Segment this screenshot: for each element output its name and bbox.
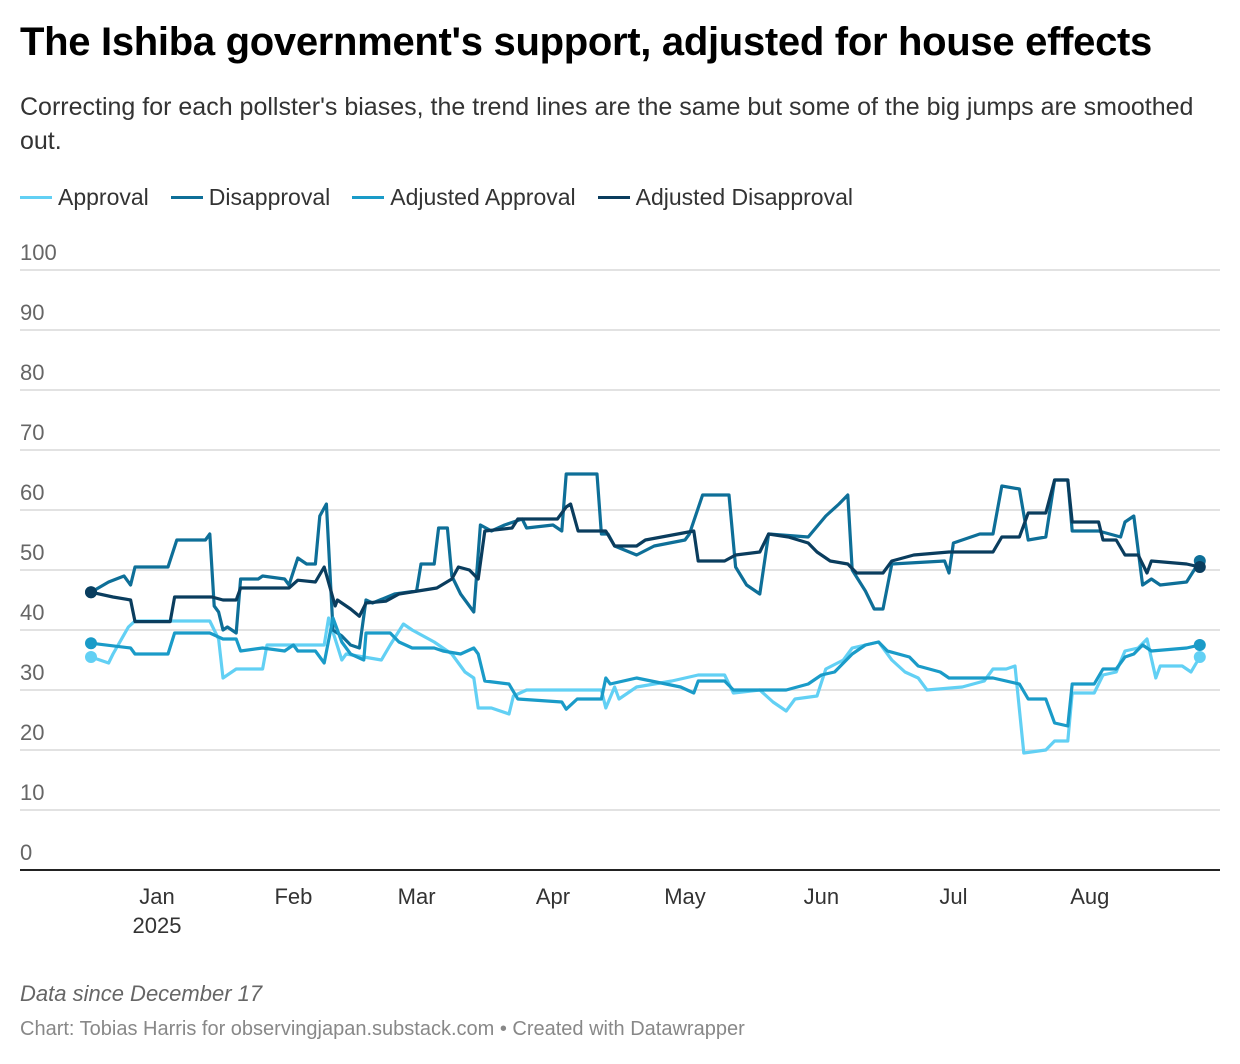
- legend-label: Approval: [58, 184, 149, 210]
- y-tick-label: 100: [20, 240, 57, 265]
- legend-item-adjusted-approval: Adjusted Approval: [352, 184, 576, 211]
- y-tick-label: 20: [20, 720, 44, 745]
- legend-swatch: [20, 196, 52, 199]
- legend-item-adjusted-disapproval: Adjusted Disapproval: [597, 184, 853, 211]
- series-line-adjusted-approval: [89, 616, 1202, 728]
- data-note: Data since December 17: [20, 981, 263, 1006]
- legend-label: Disapproval: [208, 184, 331, 210]
- x-tick-label: Feb: [274, 884, 312, 909]
- y-tick-label: 90: [20, 300, 44, 325]
- series-start-dot-approval: [85, 651, 97, 663]
- x-tick-label: Jan: [139, 884, 174, 909]
- series-line-approval: [89, 616, 1202, 755]
- x-tick-label: Mar: [398, 884, 436, 909]
- series-start-dot-adjusted-disapproval: [85, 586, 97, 599]
- series-line-adjusted-disapproval: [89, 478, 1202, 624]
- y-tick-label: 0: [20, 840, 32, 865]
- y-tick-label: 50: [20, 540, 44, 565]
- y-tick-label: 70: [20, 420, 44, 445]
- y-tick-label: 10: [20, 780, 44, 805]
- x-tick-label: Jul: [939, 884, 967, 909]
- x-tick-label: May: [664, 884, 706, 909]
- series-end-dot-adjusted-disapproval: [1193, 561, 1206, 573]
- legend-swatch: [170, 196, 203, 199]
- x-tick-label: Apr: [536, 884, 570, 909]
- series-end-dot-adjusted-approval: [1193, 639, 1206, 651]
- legend-label: Adjusted Disapproval: [635, 184, 853, 210]
- legend-item-disapproval: Disapproval: [170, 184, 331, 211]
- legend-swatch: [597, 196, 630, 199]
- chart-credit: Chart: Tobias Harris for observingjapan.…: [20, 1018, 745, 1040]
- x-tick-sublabel: 2025: [133, 913, 182, 938]
- y-tick-label: 60: [20, 480, 44, 505]
- x-tick-label: Jun: [804, 884, 839, 909]
- y-tick-label: 40: [20, 600, 44, 625]
- y-tick-label: 30: [20, 660, 44, 685]
- x-tick-label: Aug: [1070, 884, 1109, 909]
- legend: Approval Disapproval Adjusted Approval A…: [20, 184, 853, 211]
- chart-subtitle: Correcting for each pollster's biases, t…: [20, 93, 1194, 155]
- y-tick-label: 80: [20, 360, 44, 385]
- series-end-dot-approval: [1193, 651, 1206, 663]
- legend-label: Adjusted Approval: [390, 184, 576, 210]
- chart-title: The Ishiba government's support, adjuste…: [20, 20, 1152, 64]
- series-line-disapproval: [89, 472, 1202, 650]
- series-start-dot-adjusted-approval: [85, 637, 97, 650]
- legend-item-approval: Approval: [20, 184, 149, 211]
- legend-swatch: [352, 196, 385, 199]
